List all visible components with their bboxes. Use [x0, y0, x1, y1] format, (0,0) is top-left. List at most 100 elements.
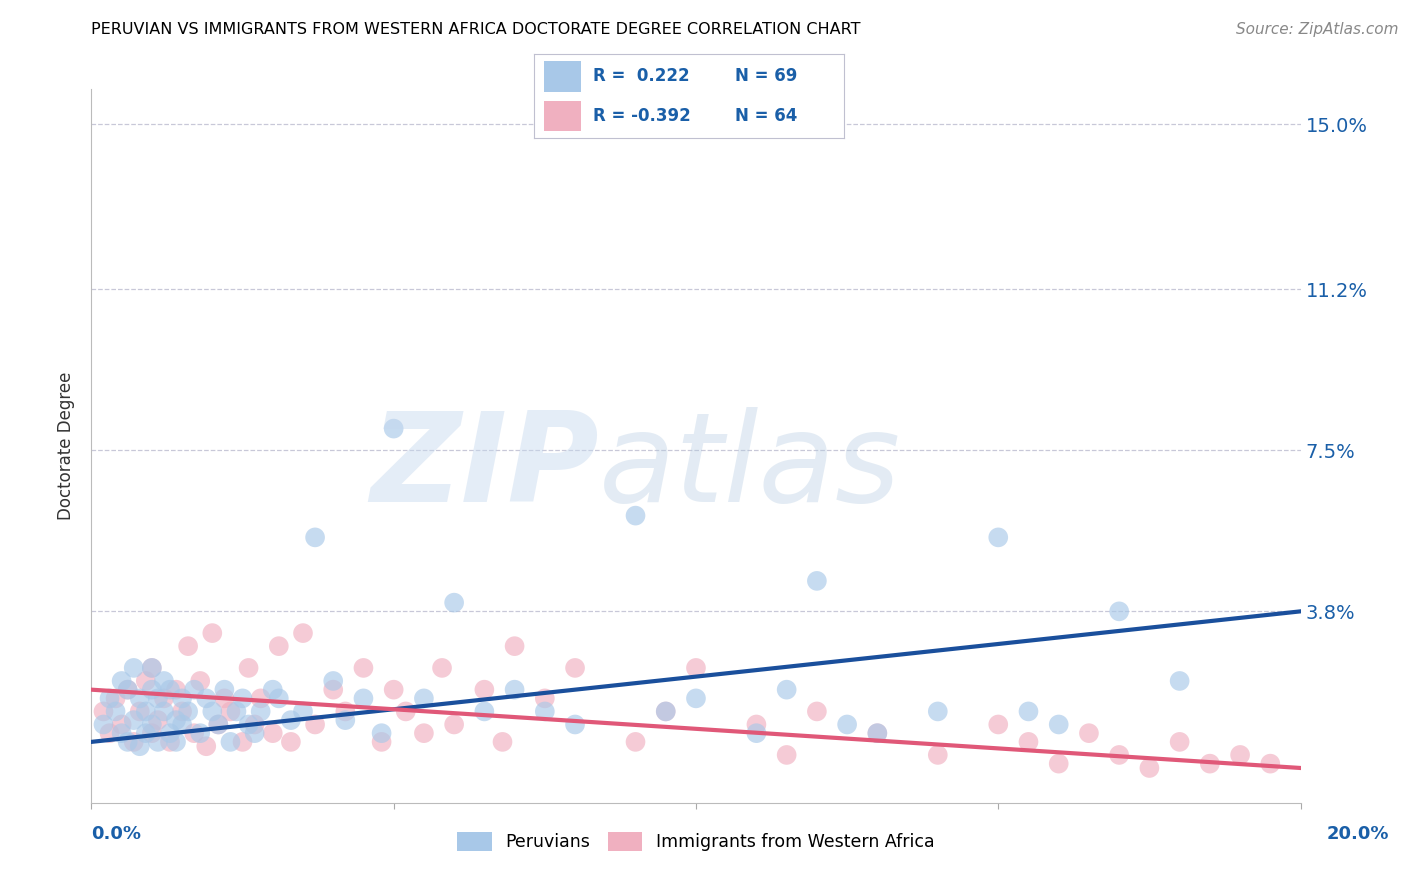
- Point: [238, 661, 260, 675]
- Point: [382, 682, 405, 697]
- FancyBboxPatch shape: [544, 62, 581, 92]
- Point: [195, 691, 218, 706]
- Point: [141, 717, 163, 731]
- Point: [395, 705, 418, 719]
- Point: [195, 739, 218, 754]
- Point: [472, 705, 495, 719]
- Point: [280, 735, 302, 749]
- Point: [1018, 705, 1040, 719]
- Point: [172, 717, 194, 731]
- Point: [172, 691, 194, 706]
- Point: [806, 574, 828, 588]
- Text: ZIP: ZIP: [371, 407, 599, 528]
- Point: [491, 735, 513, 749]
- Point: [1108, 604, 1130, 618]
- Point: [207, 717, 229, 731]
- Point: [866, 726, 889, 740]
- Point: [214, 682, 236, 697]
- Text: 20.0%: 20.0%: [1327, 825, 1389, 843]
- Point: [304, 717, 326, 731]
- Point: [443, 717, 465, 731]
- Point: [413, 691, 436, 706]
- Point: [654, 705, 676, 719]
- Text: R =  0.222: R = 0.222: [593, 68, 690, 86]
- Point: [987, 717, 1010, 731]
- Point: [430, 661, 453, 675]
- Point: [280, 713, 302, 727]
- Point: [745, 726, 768, 740]
- Point: [1198, 756, 1220, 771]
- Point: [201, 705, 224, 719]
- Point: [503, 639, 526, 653]
- Point: [146, 713, 169, 727]
- Point: [141, 661, 163, 675]
- Point: [443, 596, 465, 610]
- Point: [93, 717, 115, 731]
- Point: [292, 626, 315, 640]
- Point: [188, 726, 211, 740]
- Text: atlas: atlas: [599, 407, 901, 528]
- Point: [141, 726, 163, 740]
- Point: [93, 705, 115, 719]
- Point: [267, 691, 290, 706]
- Point: [927, 705, 949, 719]
- Point: [104, 705, 127, 719]
- Point: [238, 717, 260, 731]
- Point: [352, 691, 374, 706]
- Point: [267, 639, 290, 653]
- Point: [776, 682, 799, 697]
- Point: [207, 717, 229, 731]
- Point: [262, 682, 284, 697]
- Point: [1047, 717, 1070, 731]
- Point: [533, 705, 555, 719]
- Point: [183, 726, 205, 740]
- Point: [503, 682, 526, 697]
- Point: [135, 726, 157, 740]
- Point: [866, 726, 889, 740]
- Point: [322, 673, 344, 688]
- Point: [413, 726, 436, 740]
- Point: [214, 691, 236, 706]
- Text: N = 69: N = 69: [735, 68, 797, 86]
- Point: [159, 726, 181, 740]
- Point: [564, 717, 586, 731]
- Point: [117, 735, 139, 749]
- FancyBboxPatch shape: [544, 101, 581, 131]
- Point: [262, 726, 284, 740]
- Point: [1139, 761, 1161, 775]
- Point: [159, 682, 181, 697]
- Point: [1018, 735, 1040, 749]
- Point: [98, 726, 121, 740]
- Point: [1168, 735, 1191, 749]
- Point: [128, 739, 150, 754]
- Point: [165, 713, 187, 727]
- Point: [370, 735, 392, 749]
- Point: [153, 673, 176, 688]
- Point: [172, 705, 194, 719]
- Point: [225, 705, 247, 719]
- Point: [335, 705, 357, 719]
- Point: [745, 717, 768, 731]
- Point: [685, 661, 707, 675]
- Point: [231, 735, 253, 749]
- Point: [177, 705, 200, 719]
- Point: [98, 691, 121, 706]
- Point: [201, 626, 224, 640]
- Point: [159, 735, 181, 749]
- Point: [219, 705, 242, 719]
- Point: [117, 682, 139, 697]
- Point: [128, 705, 150, 719]
- Point: [835, 717, 858, 731]
- Point: [806, 705, 828, 719]
- Point: [188, 673, 211, 688]
- Point: [1168, 673, 1191, 688]
- Point: [1229, 747, 1251, 762]
- Point: [335, 713, 357, 727]
- Point: [987, 530, 1010, 544]
- Point: [352, 661, 374, 675]
- Point: [146, 691, 169, 706]
- Point: [219, 735, 242, 749]
- Text: Source: ZipAtlas.com: Source: ZipAtlas.com: [1236, 22, 1399, 37]
- Point: [135, 673, 157, 688]
- Text: 0.0%: 0.0%: [91, 825, 142, 843]
